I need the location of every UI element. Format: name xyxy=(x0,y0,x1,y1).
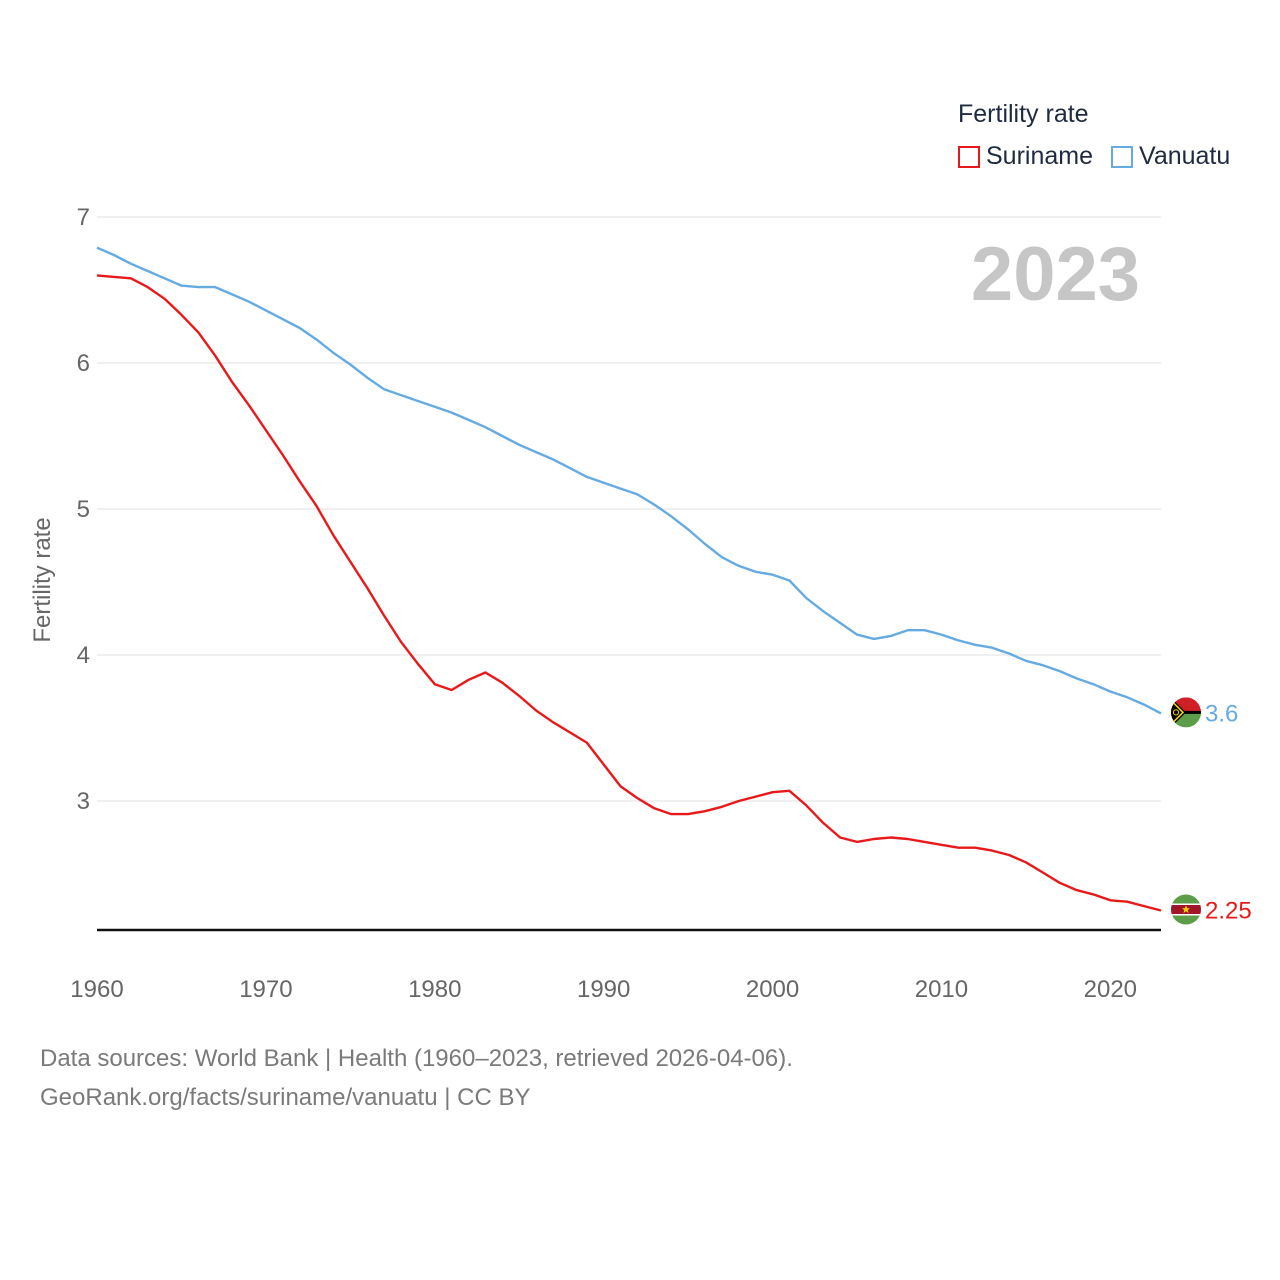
x-tick-label: 2010 xyxy=(915,976,968,1003)
legend-title: Fertility rate xyxy=(958,100,1089,128)
x-tick-label: 1980 xyxy=(408,976,461,1003)
y-axis-label: Fertility rate xyxy=(29,517,56,642)
footer-sources: Data sources: World Bank | Health (1960–… xyxy=(40,1045,793,1072)
end-label-suriname: 2.25 xyxy=(1205,898,1252,925)
y-tick-label: 4 xyxy=(77,642,90,669)
gridlines xyxy=(97,216,1161,802)
legend-label-vanuatu: Vanuatu xyxy=(1139,142,1231,170)
y-axis-ticks: 3 4 5 6 7 xyxy=(77,204,90,815)
legend-item-vanuatu[interactable]: Vanuatu xyxy=(1111,142,1230,171)
x-tick-label: 1970 xyxy=(239,976,292,1003)
x-tick-label: 2000 xyxy=(746,976,799,1003)
end-label-vanuatu: 3.6 xyxy=(1205,700,1238,727)
legend-label-suriname: Suriname xyxy=(986,142,1093,170)
footer-link[interactable]: GeoRank.org/facts/suriname/vanuatu | CC … xyxy=(40,1084,531,1111)
end-markers: 2.25 3.6 xyxy=(1171,697,1252,925)
series-line-suriname[interactable] xyxy=(96,274,1162,912)
y-tick-label: 5 xyxy=(77,496,90,523)
series-line-vanuatu[interactable] xyxy=(96,246,1162,715)
vanuatu-flag-icon xyxy=(1171,697,1201,728)
x-tick-label: 2020 xyxy=(1084,976,1137,1003)
legend-item-suriname[interactable]: Suriname xyxy=(958,142,1093,171)
y-tick-label: 3 xyxy=(77,788,90,815)
series-lines xyxy=(96,246,1162,912)
x-tick-label: 1960 xyxy=(70,976,123,1003)
year-watermark: 2023 xyxy=(971,232,1140,317)
legend-swatch-suriname xyxy=(958,145,980,168)
x-axis-ticks: 1960 1970 1980 1990 2000 2010 2020 xyxy=(70,976,1137,1003)
y-tick-label: 7 xyxy=(77,204,90,231)
legend: Suriname Vanuatu xyxy=(958,142,1248,171)
suriname-flag-icon xyxy=(1171,894,1201,925)
y-tick-label: 6 xyxy=(77,350,90,377)
legend-swatch-vanuatu xyxy=(1111,145,1133,168)
x-tick-label: 1990 xyxy=(577,976,630,1003)
